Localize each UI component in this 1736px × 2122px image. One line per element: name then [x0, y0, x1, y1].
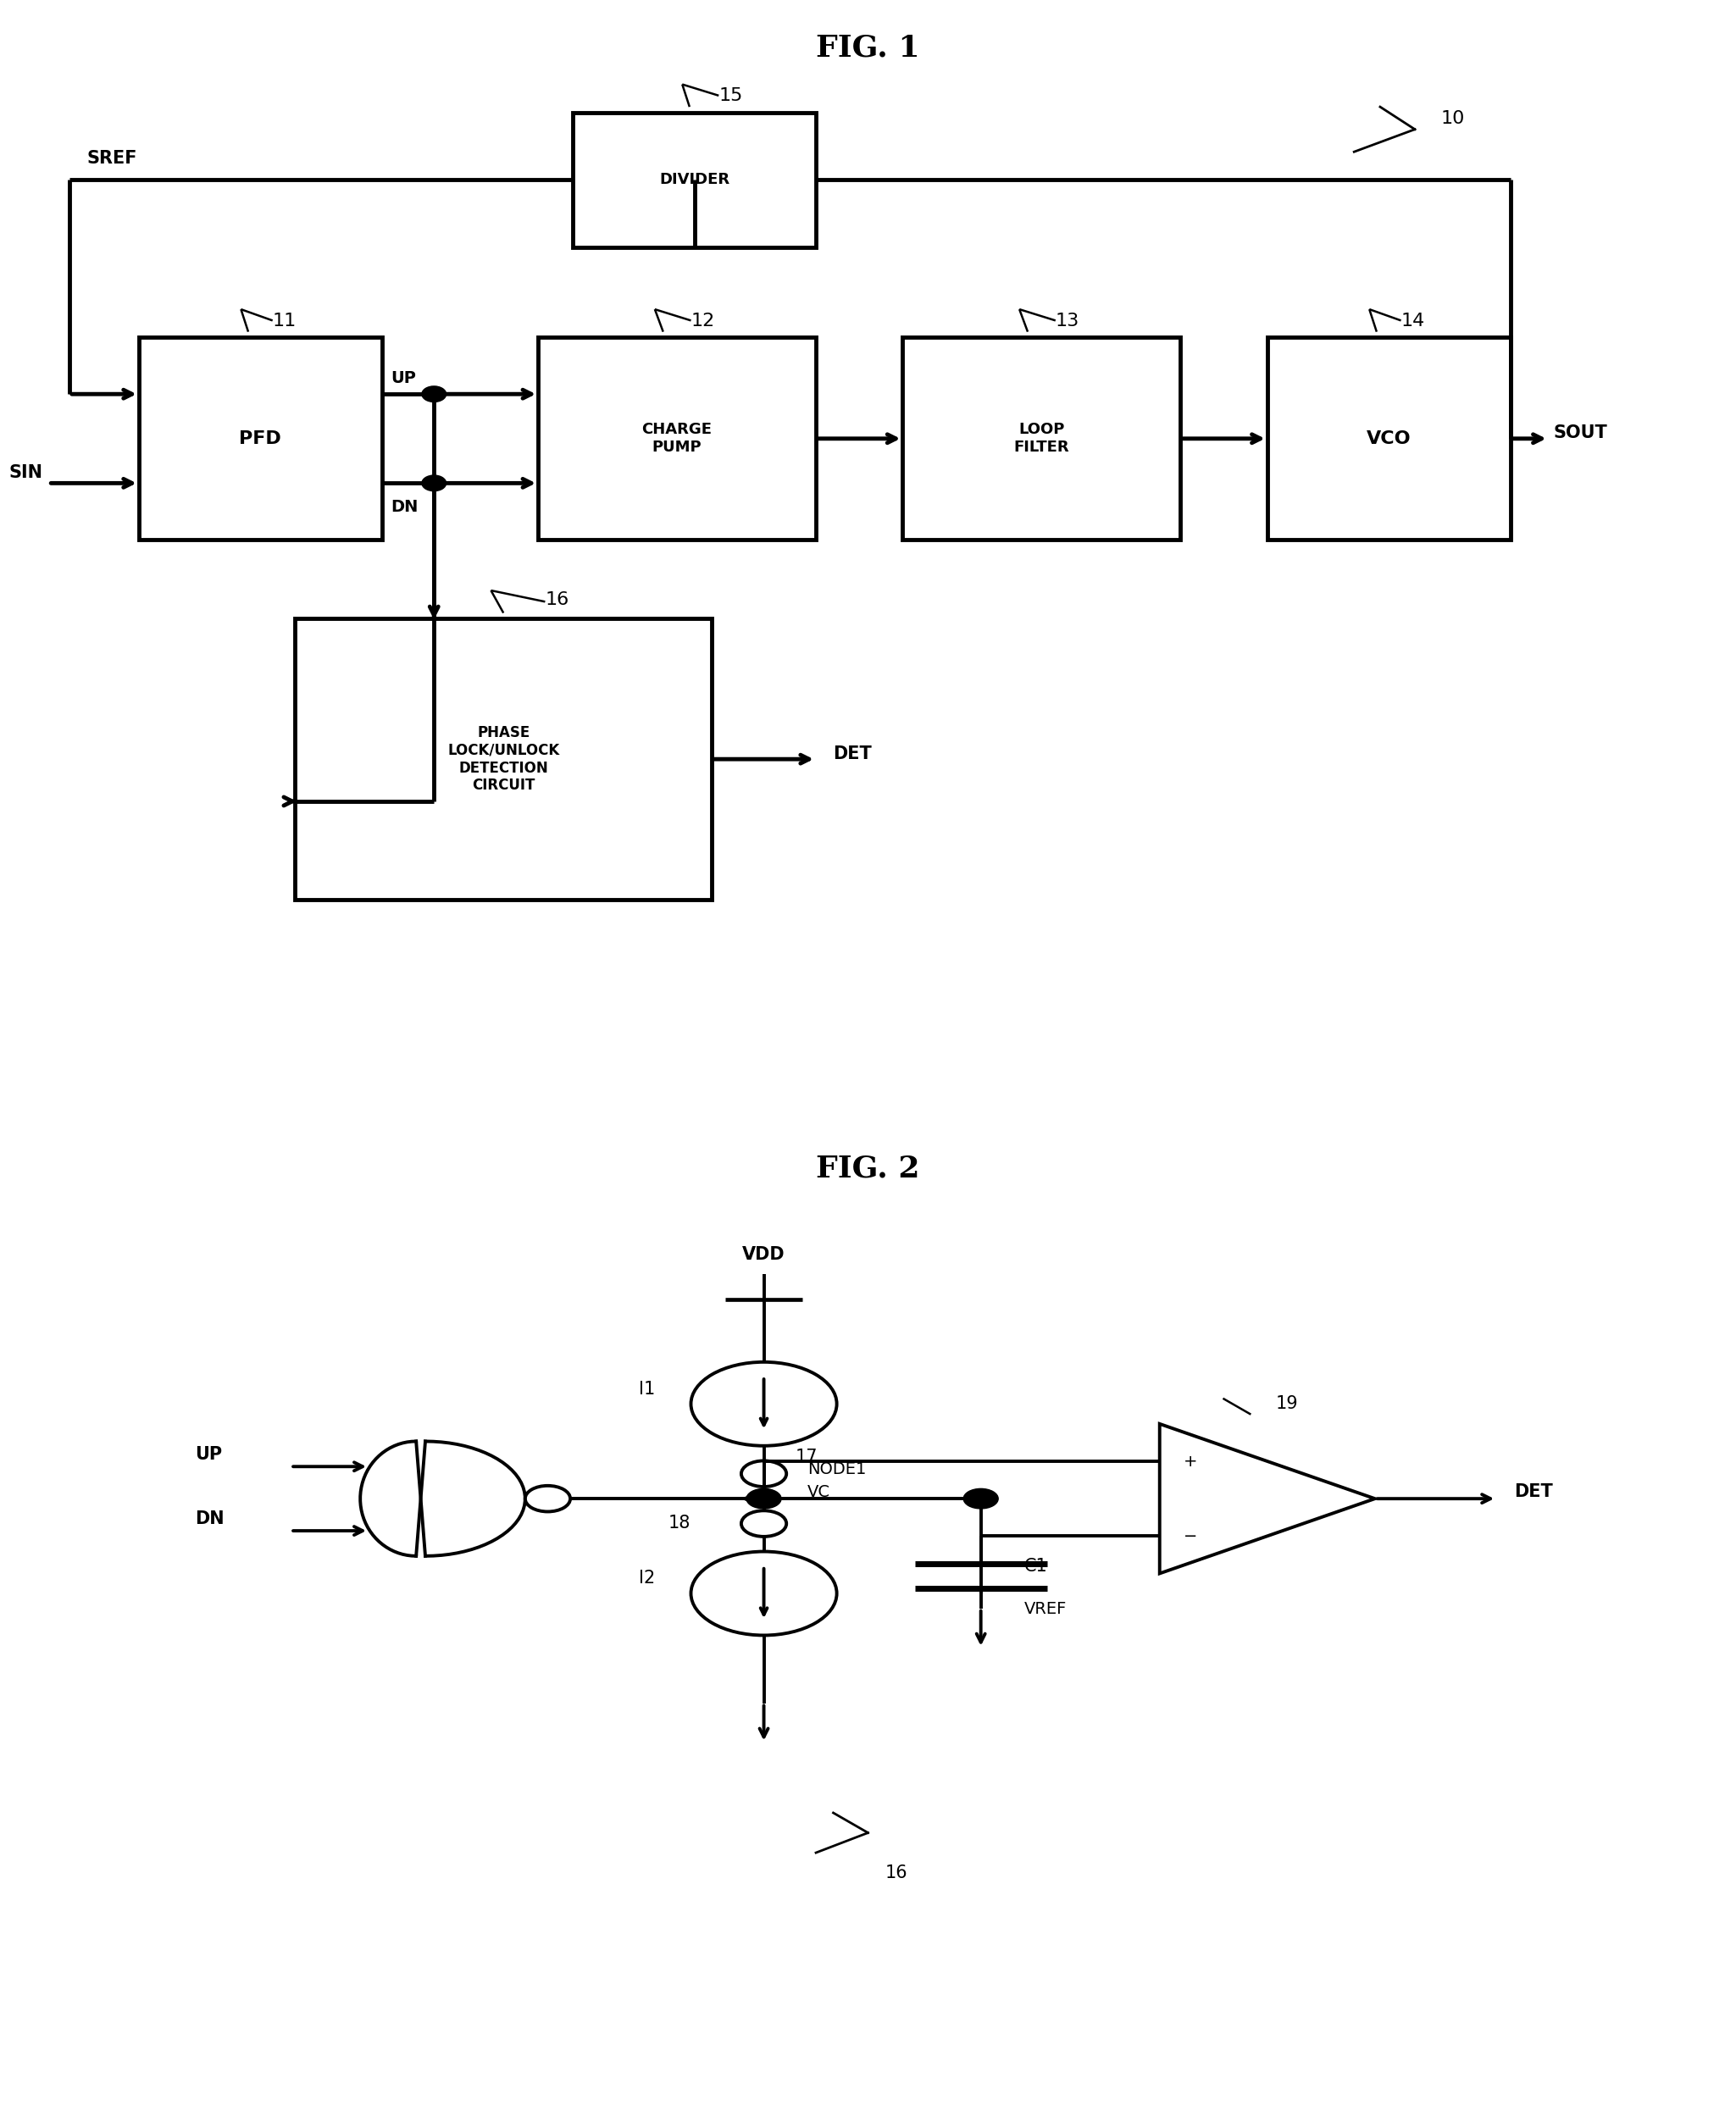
Text: 19: 19: [1276, 1396, 1299, 1413]
Text: CHARGE
PUMP: CHARGE PUMP: [642, 422, 712, 454]
Text: 11: 11: [273, 312, 297, 329]
Bar: [1267, 337, 1510, 539]
Bar: [903, 337, 1180, 539]
Text: NODE1: NODE1: [807, 1462, 866, 1477]
Text: 14: 14: [1401, 312, 1425, 329]
Text: DN: DN: [391, 499, 418, 516]
Text: DIVIDER: DIVIDER: [660, 172, 729, 187]
Text: 12: 12: [691, 312, 715, 329]
Circle shape: [746, 1490, 781, 1509]
Text: +: +: [1184, 1454, 1198, 1468]
Circle shape: [963, 1490, 998, 1509]
Text: VCO: VCO: [1366, 431, 1411, 448]
Text: UP: UP: [391, 369, 417, 386]
Text: I2: I2: [639, 1570, 654, 1587]
Text: PFD: PFD: [240, 431, 281, 448]
Text: VC: VC: [807, 1483, 830, 1500]
Text: VDD: VDD: [743, 1246, 785, 1263]
Text: I1: I1: [639, 1381, 654, 1396]
Bar: [573, 112, 816, 248]
Text: 17: 17: [795, 1447, 818, 1464]
Text: PHASE
LOCK/UNLOCK
DETECTION
CIRCUIT: PHASE LOCK/UNLOCK DETECTION CIRCUIT: [448, 726, 559, 794]
Text: 15: 15: [719, 87, 743, 104]
Text: FIG. 1: FIG. 1: [816, 34, 920, 62]
Text: VREF: VREF: [1024, 1600, 1068, 1617]
Text: LOOP
FILTER: LOOP FILTER: [1014, 422, 1069, 454]
Bar: [538, 337, 816, 539]
Text: 16: 16: [545, 592, 569, 609]
Text: DET: DET: [1514, 1483, 1552, 1500]
Text: C1: C1: [1024, 1558, 1049, 1575]
Text: DET: DET: [833, 745, 871, 762]
Bar: [139, 337, 382, 539]
Text: SOUT: SOUT: [1554, 424, 1608, 441]
Text: FIG. 2: FIG. 2: [816, 1154, 920, 1184]
Text: 13: 13: [1055, 312, 1080, 329]
Text: 16: 16: [885, 1863, 908, 1880]
Text: SIN: SIN: [9, 465, 43, 482]
Circle shape: [422, 386, 446, 401]
Circle shape: [422, 475, 446, 490]
Text: −: −: [1184, 1528, 1198, 1545]
Text: UP: UP: [196, 1445, 222, 1462]
Text: 18: 18: [668, 1515, 691, 1532]
Bar: [295, 620, 712, 900]
Text: DN: DN: [196, 1511, 224, 1528]
Text: 10: 10: [1441, 110, 1465, 127]
Text: SREF: SREF: [87, 149, 137, 166]
